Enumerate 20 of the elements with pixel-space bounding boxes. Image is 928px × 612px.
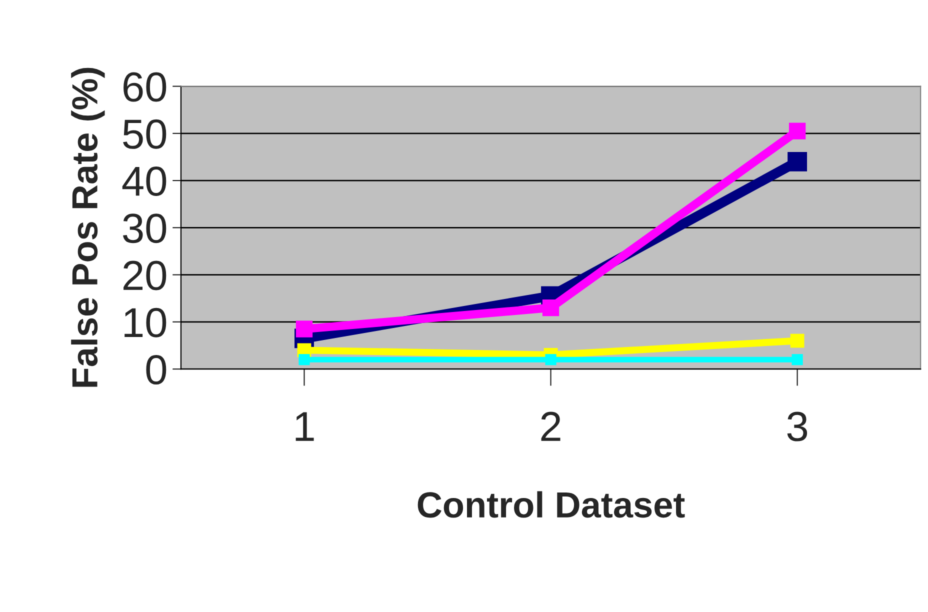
y-tick-label: 60 xyxy=(124,72,166,102)
point xyxy=(542,299,560,316)
y-tick-label: 40 xyxy=(122,166,166,196)
x-tick-label: 1 xyxy=(296,412,314,441)
x-axis-title: Control Dataset xyxy=(418,491,685,518)
point xyxy=(792,354,803,366)
x-tick-label: 2 xyxy=(541,412,560,441)
y-tick-label: 20 xyxy=(124,260,166,290)
y-axis-title: False Pos Rate (%) xyxy=(71,68,105,387)
point xyxy=(790,334,804,348)
point xyxy=(545,354,556,366)
x-tick-label: 3 xyxy=(787,412,808,442)
y-tick-label: 10 xyxy=(124,308,166,338)
point xyxy=(298,354,310,366)
y-tick-label: 50 xyxy=(123,119,166,149)
y-tick-label: 0 xyxy=(146,355,166,385)
y-tick-label: 30 xyxy=(123,214,166,244)
point xyxy=(296,320,313,338)
point xyxy=(788,152,808,172)
point xyxy=(788,122,806,140)
